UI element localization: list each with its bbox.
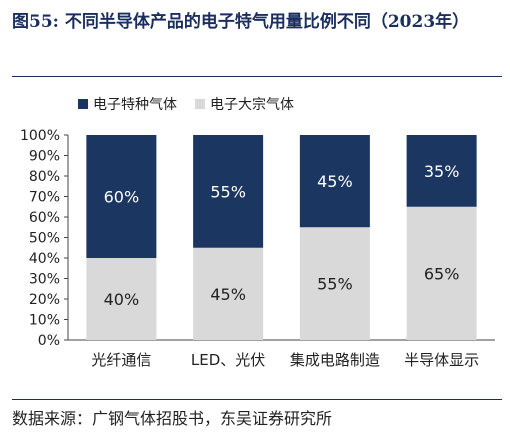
legend-swatch [78,99,88,109]
bar-segment [86,135,157,258]
data-label: 60% [104,188,140,207]
data-label: 55% [317,275,353,294]
y-tick-label: 70% [29,190,60,206]
bar-segment [406,135,477,207]
bar-segment [193,247,264,340]
chart-area: 0% 10% 20% 30% 40% 50% 60% 70% 80% 90% 100% 40% 60% 光… [0,78,510,398]
y-tick-label: 50% [29,231,60,247]
title-divider [12,76,502,77]
y-tick-label: 90% [29,149,60,165]
bar-segment [299,227,370,340]
bar-segment [86,258,157,340]
source-note: 数据来源：广钢气体招股书，东吴证券研究所 [12,409,333,428]
legend-label: 电子大宗气体 [210,97,294,113]
figure-title: 图55: 不同半导体产品的电子特气用量比例不同（2023年） [12,12,470,32]
stacked-bar-chart: 0% 10% 20% 30% 40% 50% 60% 70% 80% 90% 100% 40% 60% 光… [20,97,495,369]
y-tick-label: 40% [29,251,60,267]
data-label: 40% [104,290,140,309]
legend-label: 电子特种气体 [93,97,177,113]
y-tick-label: 80% [29,169,60,185]
data-label: 55% [210,182,246,201]
bar-segment [406,206,477,340]
legend-swatch [195,99,205,109]
data-label: 35% [424,162,460,181]
y-tick-label: 100% [20,128,60,144]
bar-segment [299,135,370,228]
y-tick-label: 60% [29,210,60,226]
x-tick-label: 光纤通信 [91,351,151,369]
x-tick-label: LED、光伏 [191,351,265,369]
x-tick-label: 集成电路制造 [290,351,380,369]
x-tick-label: 半导体显示 [404,351,479,369]
y-tick-label: 30% [29,272,60,288]
y-tick-label: 0% [38,333,60,349]
data-label: 45% [210,285,246,304]
source-divider [12,399,502,400]
y-tick-label: 20% [29,292,60,308]
data-label: 45% [317,172,353,191]
bar-segment [193,135,264,248]
data-label: 65% [424,264,460,283]
y-tick-label: 10% [29,313,60,329]
